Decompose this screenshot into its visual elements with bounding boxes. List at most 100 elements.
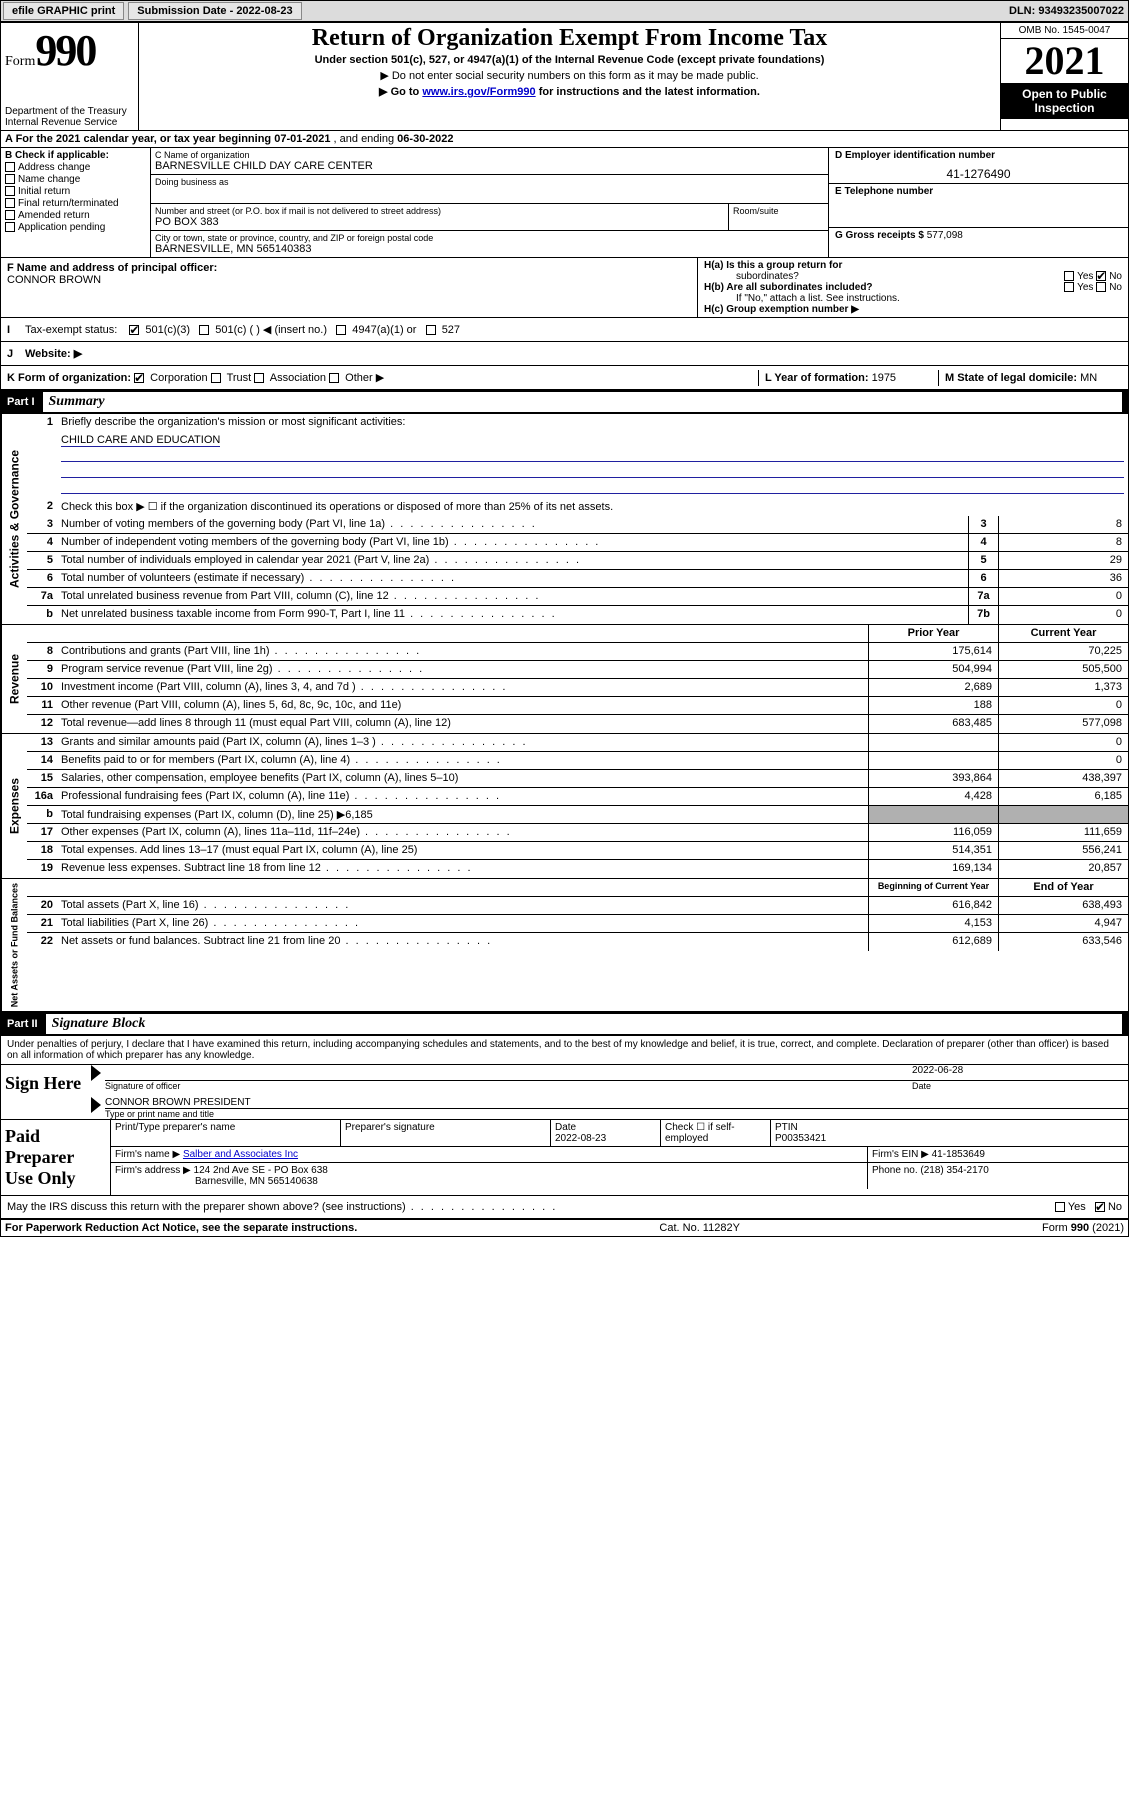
dln-label: DLN: 93493235007022 <box>1005 5 1128 17</box>
l6-desc: Total number of volunteers (estimate if … <box>57 570 968 587</box>
no-lbl2: No <box>1109 282 1122 293</box>
p13 <box>868 734 998 751</box>
chk-name-change[interactable]: Name change <box>5 174 146 185</box>
cat-no: Cat. No. 11282Y <box>659 1222 740 1234</box>
fno: No <box>1108 1201 1122 1213</box>
checkbox-icon[interactable] <box>5 198 15 208</box>
p20: 616,842 <box>868 897 998 914</box>
checkbox-icon[interactable] <box>1064 271 1074 281</box>
checkbox-icon[interactable] <box>1096 271 1106 281</box>
hb-note: If "No," attach a list. See instructions… <box>704 293 1122 304</box>
phone-box: E Telephone number <box>829 184 1128 228</box>
sig-line2: CONNOR BROWN PRESIDENT Type or print nam… <box>91 1097 1128 1119</box>
prep-date-val: 2022-08-23 <box>555 1133 656 1144</box>
linea-begin: 07-01-2021 <box>274 133 330 145</box>
phone-lbl2: Phone no. <box>872 1165 918 1176</box>
checkbox-icon[interactable] <box>129 325 139 335</box>
l16b-val: 6,185 <box>345 809 373 821</box>
rule2 <box>61 464 1124 478</box>
na-body: Beginning of Current YearEnd of Year 20T… <box>27 879 1128 1011</box>
checkbox-icon[interactable] <box>1064 282 1074 292</box>
checkbox-icon[interactable] <box>134 373 144 383</box>
room-label: Room/suite <box>733 206 824 216</box>
checkbox-icon[interactable] <box>1055 1202 1065 1212</box>
box-b-header: B Check if applicable: <box>5 150 146 161</box>
checkbox-icon[interactable] <box>5 174 15 184</box>
note-goto: ▶ Go to www.irs.gov/Form990 for instruct… <box>145 85 994 98</box>
prep-row3: Firm's address ▶ 124 2nd Ave SE - PO Box… <box>111 1163 1128 1189</box>
l14: Benefits paid to or for members (Part IX… <box>57 752 868 769</box>
faddr1: 124 2nd Ave SE - PO Box 638 <box>194 1165 328 1176</box>
open-line1: Open to Public <box>1003 87 1126 101</box>
checkbox-icon[interactable] <box>5 162 15 172</box>
hb-label: H(b) Are all subordinates included? <box>704 282 873 293</box>
checkbox-icon[interactable] <box>5 186 15 196</box>
sign-right: Signature of officer 2022-06-28 Date CON… <box>91 1065 1128 1119</box>
submission-date-button[interactable]: Submission Date - 2022-08-23 <box>128 2 301 20</box>
gross-label: G Gross receipts $ <box>835 230 924 241</box>
v3: 8 <box>998 516 1128 533</box>
l-value: 1975 <box>872 372 896 384</box>
chk-address-change[interactable]: Address change <box>5 162 146 173</box>
c15: 438,397 <box>998 770 1128 787</box>
website-label: Website: ▶ <box>19 345 88 362</box>
firm-phone: Phone no. (218) 354-2170 <box>868 1163 1128 1189</box>
checkbox-icon[interactable] <box>336 325 346 335</box>
o-527: 527 <box>442 324 460 336</box>
p22: 612,689 <box>868 933 998 951</box>
efile-print-button[interactable]: efile GRAPHIC print <box>3 2 124 20</box>
hb-line: H(b) Are all subordinates included? Yes … <box>704 282 1122 293</box>
n19: 19 <box>27 860 57 878</box>
sig-date-label: Date <box>908 1081 1128 1091</box>
checkbox-icon[interactable] <box>1095 1202 1105 1212</box>
box-m: M State of legal domicile: MN <box>938 370 1128 386</box>
discuss-row: May the IRS discuss this return with the… <box>1 1196 1128 1220</box>
part2-num: Part II <box>7 1018 46 1030</box>
p11: 188 <box>868 697 998 714</box>
o-4947: 4947(a)(1) or <box>352 324 416 336</box>
irs-link[interactable]: www.irs.gov/Form990 <box>422 86 535 98</box>
p15: 393,864 <box>868 770 998 787</box>
part2-header: Part II Signature Block <box>1 1012 1128 1036</box>
addr-val: PO BOX 383 <box>155 216 724 228</box>
paid-preparer-label: Paid Preparer Use Only <box>1 1120 111 1195</box>
side-net-assets: Net Assets or Fund Balances <box>1 879 27 1011</box>
form-990-container: Form990 Department of the Treasury Inter… <box>0 22 1129 1237</box>
b5: 5 <box>968 552 998 569</box>
p21: 4,153 <box>868 915 998 932</box>
checkbox-icon[interactable] <box>5 210 15 220</box>
checkbox-icon[interactable] <box>211 373 221 383</box>
checkbox-icon[interactable] <box>1096 282 1106 292</box>
n16b: b <box>27 806 57 823</box>
officer-name: CONNOR BROWN <box>7 274 691 286</box>
checkbox-icon[interactable] <box>254 373 264 383</box>
opt-final: Final return/terminated <box>18 198 119 209</box>
part1-title: Summary <box>43 392 1122 412</box>
checkbox-icon[interactable] <box>5 222 15 232</box>
officer-h-row: F Name and address of principal officer:… <box>1 258 1128 318</box>
city-label: City or town, state or province, country… <box>155 233 824 243</box>
chk-final[interactable]: Final return/terminated <box>5 198 146 209</box>
goto-pre: ▶ Go to <box>379 86 422 98</box>
ptin-val: P00353421 <box>775 1133 1124 1144</box>
sig-blank <box>105 1065 908 1081</box>
chk-pending[interactable]: Application pending <box>5 222 146 233</box>
header-left: Form990 Department of the Treasury Inter… <box>1 23 139 130</box>
chk-amended[interactable]: Amended return <box>5 210 146 221</box>
checkbox-icon[interactable] <box>199 325 209 335</box>
tax-year: 2021 <box>1001 39 1128 83</box>
firm-link[interactable]: Salber and Associates Inc <box>183 1149 298 1160</box>
ein-val2: 41-1853649 <box>932 1149 985 1160</box>
checkbox-icon[interactable] <box>426 325 436 335</box>
chk-initial[interactable]: Initial return <box>5 186 146 197</box>
n8: 8 <box>27 643 57 660</box>
checkbox-icon[interactable] <box>329 373 339 383</box>
form-number: 990 <box>35 26 95 75</box>
ptin-lbl: PTIN <box>775 1122 1124 1133</box>
net-assets-section: Net Assets or Fund Balances Beginning of… <box>1 879 1128 1012</box>
city-val: BARNESVILLE, MN 565140383 <box>155 243 824 255</box>
prep-sig-hdr: Preparer's signature <box>341 1120 551 1146</box>
form-subtitle: Under section 501(c), 527, or 4947(a)(1)… <box>145 54 994 66</box>
n17: 17 <box>27 824 57 841</box>
v7b: 0 <box>998 606 1128 624</box>
